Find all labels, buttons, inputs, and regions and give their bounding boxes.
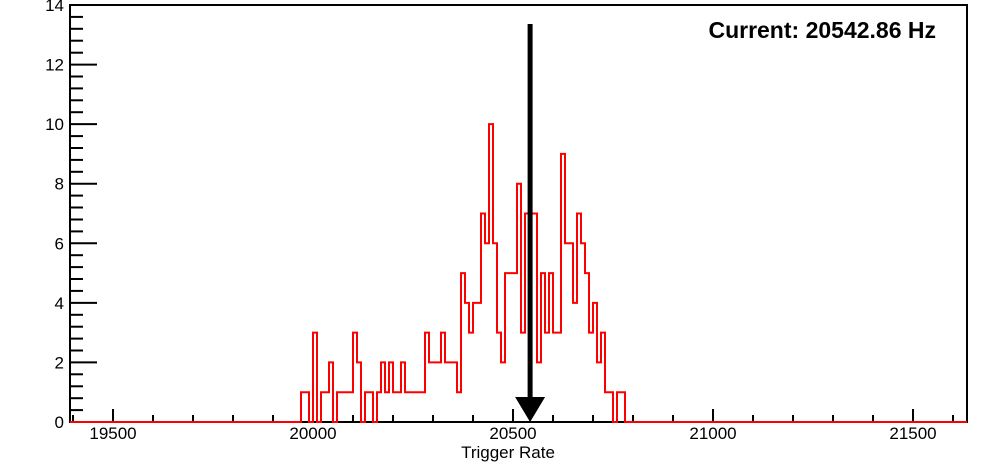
x-tick-label: 20500 xyxy=(489,424,536,443)
y-tick-label: 14 xyxy=(45,0,64,15)
x-tick-label: 20000 xyxy=(289,424,336,443)
y-tick-label: 4 xyxy=(55,294,64,313)
y-tick-label: 0 xyxy=(55,413,64,432)
y-tick-label: 10 xyxy=(45,115,64,134)
histogram-series xyxy=(70,123,967,423)
y-tick-label: 6 xyxy=(55,234,64,253)
x-tick-label: 19500 xyxy=(89,424,136,443)
x-tick-label: 21000 xyxy=(689,424,736,443)
current-marker-arrowhead-icon xyxy=(515,397,546,422)
y-tick-label: 8 xyxy=(55,175,64,194)
current-value-label: Current: 20542.86 Hz xyxy=(708,17,936,43)
plot-frame xyxy=(69,4,968,423)
x-axis-title: Trigger Rate xyxy=(461,443,555,462)
y-tick-label: 12 xyxy=(45,56,64,75)
y-tick-label: 2 xyxy=(55,353,64,372)
x-tick-label: 21500 xyxy=(889,424,936,443)
